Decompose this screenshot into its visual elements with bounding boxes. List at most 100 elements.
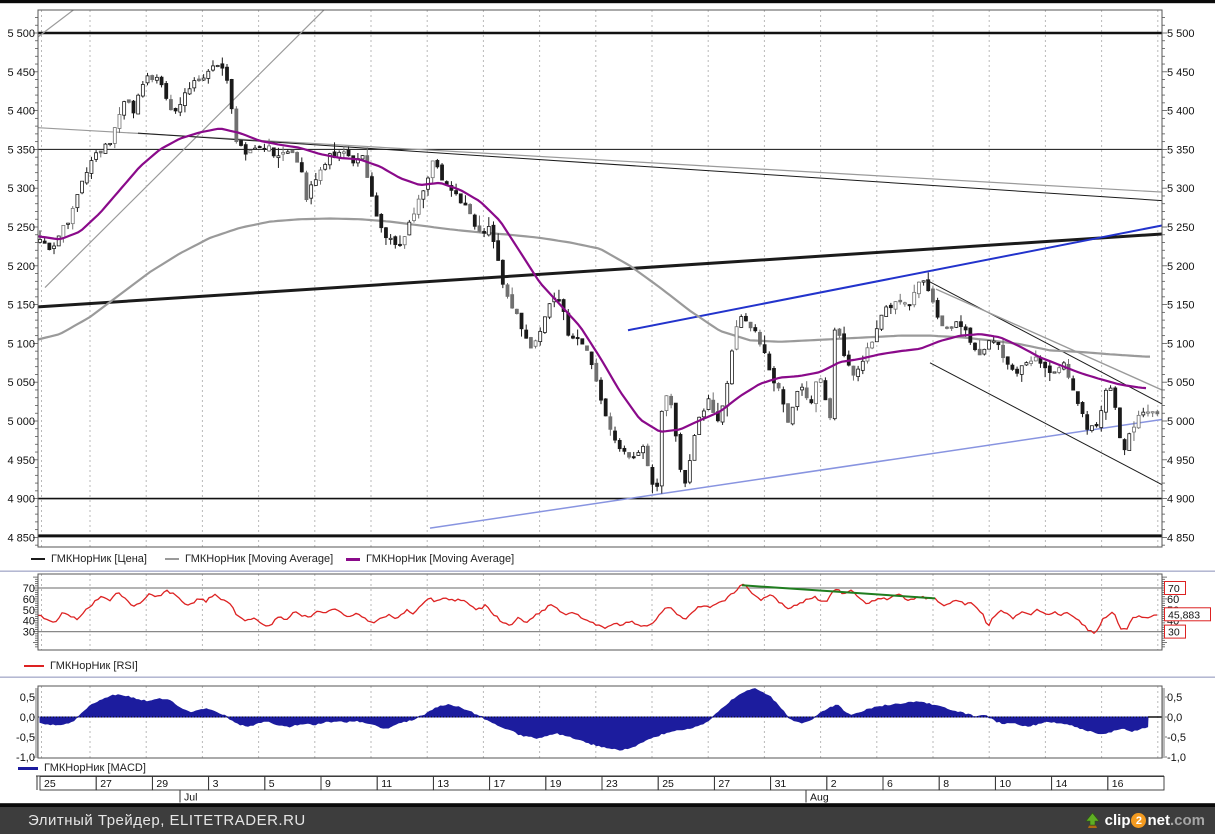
- trendline: [929, 362, 1162, 486]
- macd-axis-label-left: -0,5: [16, 732, 35, 744]
- price-axis-label-right: 5 300: [1167, 183, 1195, 195]
- day-tick-label: 9: [325, 778, 331, 790]
- day-tick-label: 29: [156, 778, 168, 790]
- legend-ma-slow: ГМКНорНик [Moving Average]: [165, 553, 333, 565]
- clip2net-logo[interactable]: clip 2 net .com: [1084, 812, 1205, 829]
- day-tick-label: 27: [100, 778, 112, 790]
- price-axis-label-right: 5 150: [1167, 300, 1195, 312]
- rsi-axis-label-left: 60: [23, 594, 35, 606]
- ma-slow-swatch: [165, 558, 179, 560]
- day-tick-box: [1107, 776, 1165, 791]
- macd-axis-label-right: 0,0: [1167, 712, 1182, 724]
- top-border: [0, 0, 1215, 4]
- month-label: Aug: [810, 792, 829, 804]
- moving-average-fast: [38, 127, 1147, 433]
- macd-axis-label-right: 0,5: [1167, 692, 1182, 704]
- legend-price: ГМКНорНик [Цена]: [31, 553, 147, 565]
- watermark-text: Элитный Трейдер, ELITETRADER.RU: [28, 812, 306, 829]
- day-tick-label: 10: [999, 778, 1011, 790]
- rsi-value-badge-label: 45,883: [1168, 609, 1200, 621]
- price-axis-label-left: 4 900: [7, 494, 35, 506]
- day-tick-label: 23: [606, 778, 618, 790]
- rsi-axis-label-left: 70: [23, 583, 35, 595]
- day-tick-label: 25: [662, 778, 674, 790]
- price-axis-label-left: 4 850: [7, 532, 35, 544]
- price-axis-label-left: 5 300: [7, 183, 35, 195]
- legend-rsi-label: ГМКНорНик [RSI]: [50, 660, 138, 672]
- trendline: [429, 418, 1162, 529]
- price-axis-label-right: 5 000: [1167, 416, 1195, 428]
- price-axis-label-right: 5 100: [1167, 338, 1195, 350]
- upload-arrow-icon: [1085, 812, 1100, 828]
- legend-macd: ГМКНорНик [MACD]: [18, 762, 146, 774]
- rsi-green-trendline: [741, 584, 936, 600]
- day-tick-label: 13: [437, 778, 449, 790]
- rsi-axis-label-left: 40: [23, 616, 35, 628]
- x-axis: 25 27 29 3 5 9 11 13 17 19 23 25 27 31 2 6 8 10 14 16 Jul Aug: [36, 775, 1165, 804]
- price-line-swatch: [31, 558, 45, 560]
- rsi-level-badge-label: 30: [1168, 627, 1180, 639]
- price-axis-label-right: 5 350: [1167, 144, 1195, 156]
- panel-frame: [37, 685, 1163, 759]
- rsi-plot-area: [38, 583, 1162, 635]
- price-axis-label-right: 4 900: [1167, 494, 1195, 506]
- rsi-line: [38, 583, 1158, 635]
- rsi-level-badge-label: 70: [1168, 583, 1180, 595]
- legend-ma-fast: ГМКНорНик [Moving Average]: [346, 553, 514, 565]
- logo-two: 2: [1131, 813, 1147, 828]
- ma-fast-swatch: [346, 557, 360, 561]
- price-axis-label-right: 4 850: [1167, 532, 1195, 544]
- price-axis-label-right: 5 400: [1167, 106, 1195, 118]
- legend-ma-fast-label: ГМКНорНик [Moving Average]: [366, 553, 515, 565]
- vertical-gridlines: [41, 574, 1159, 650]
- day-tick-label: 2: [831, 778, 837, 790]
- rsi-axis-label-left: 30: [23, 627, 35, 639]
- price-axis-label-left: 5 500: [7, 28, 35, 40]
- legend-price-label: ГМКНорНик [Цена]: [51, 553, 147, 565]
- day-tick-label: 14: [1056, 778, 1068, 790]
- price-axis-label-right: 5 450: [1167, 67, 1195, 79]
- price-axis-label-left: 5 400: [7, 106, 35, 118]
- macd-axis-label-left: 0,0: [20, 712, 35, 724]
- price-axis-label-right: 5 500: [1167, 28, 1195, 40]
- price-axis-ticks: [33, 17, 1167, 546]
- panel-frame: [37, 573, 1163, 651]
- price-axis-label-left: 5 350: [7, 144, 35, 156]
- month-label: Jul: [184, 792, 197, 804]
- moving-average-slow: [38, 217, 1150, 358]
- day-tick-label: 6: [887, 778, 893, 790]
- macd-panel: 0,5 0,5 0,0 0,0 -0,5 -0,5 -1,0 -1,0: [16, 685, 1186, 764]
- price-axis-label-left: 5 050: [7, 377, 35, 389]
- day-tick-label: 25: [44, 778, 56, 790]
- day-tick-label: 27: [718, 778, 730, 790]
- macd-plot-area: [38, 688, 1162, 751]
- price-axis-label-left: 5 200: [7, 261, 35, 273]
- logo-net: net: [1147, 812, 1170, 829]
- panel-frame: [37, 9, 1163, 548]
- macd-axis-label-right: -0,5: [1167, 732, 1186, 744]
- rsi-axis-label-right: 60: [1167, 594, 1179, 606]
- legend-macd-label: ГМКНорНик [MACD]: [44, 762, 146, 774]
- price-axis-label-left: 5 150: [7, 300, 35, 312]
- day-tick-label: 11: [381, 778, 392, 790]
- trendline: [38, 10, 75, 38]
- rsi-value-badge: [1164, 607, 1211, 622]
- day-tick-label: 19: [550, 778, 562, 790]
- trendline: [137, 132, 1162, 202]
- macd-area: [39, 688, 1149, 751]
- day-tick-label: 5: [269, 778, 275, 790]
- rsi-swatch: [24, 665, 44, 667]
- day-tick-label: 3: [213, 778, 219, 790]
- day-tick-label: 17: [494, 778, 506, 790]
- price-axis-label-left: 4 950: [7, 455, 35, 467]
- price-axis-label-left: 5 450: [7, 67, 35, 79]
- macd-axis-label-left: -1,0: [16, 752, 35, 764]
- trendline: [627, 224, 1162, 332]
- rsi-axis-label-left: 50: [23, 605, 35, 617]
- day-tick-label: 31: [775, 778, 787, 790]
- rsi-panel: 7060605050404030703045,883: [23, 573, 1211, 651]
- price-panel: 5 500 5 500 5 450 5 450 5 400 5 400 5 350 5 350…: [7, 9, 1195, 548]
- price-axis-label-right: 5 050: [1167, 377, 1195, 389]
